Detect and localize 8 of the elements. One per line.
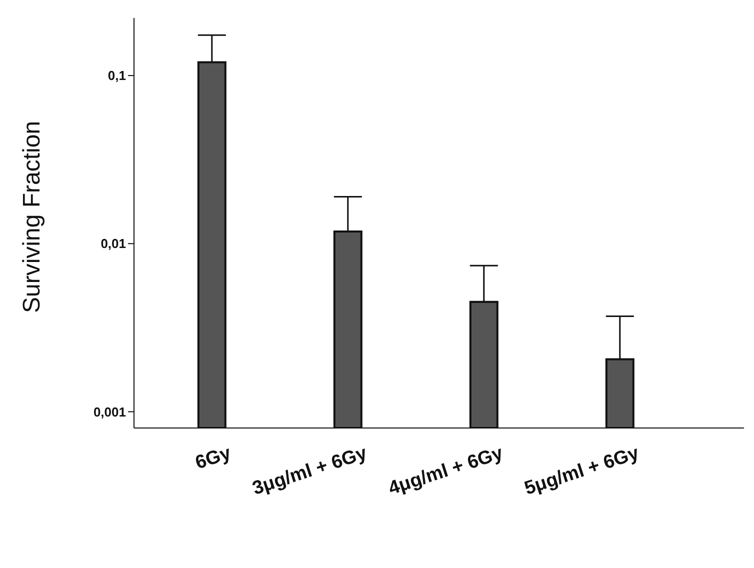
x-tick-label: 3μg/ml + 6Gy xyxy=(250,442,370,500)
y-tick-label: 0,001 xyxy=(93,404,126,420)
x-tick-label: 5μg/ml + 6Gy xyxy=(522,442,642,500)
x-tick-label: 4μg/ml + 6Gy xyxy=(386,442,506,500)
x-tick-label: 6Gy xyxy=(192,442,234,474)
y-tick-label: 0,01 xyxy=(100,236,126,252)
y-tick-label: 0,1 xyxy=(108,68,126,84)
y-axis-title: Surviving Fraction xyxy=(18,120,46,313)
